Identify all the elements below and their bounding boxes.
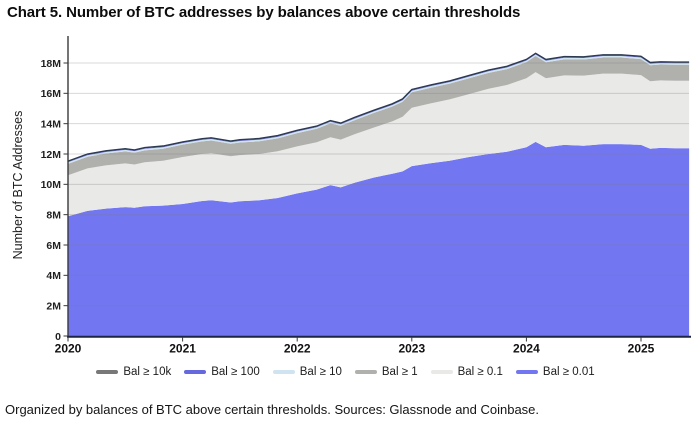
legend-swatch-bal-01 [430, 369, 453, 375]
x-tick-label: 2021 [169, 342, 196, 356]
legend-label-bal-10k: Bal ≥ 10k [123, 366, 172, 378]
y-tick-label: 8M [46, 209, 61, 221]
y-tick-label: 12M [41, 149, 62, 161]
legend-label-bal-001: Bal ≥ 0.01 [542, 366, 595, 378]
total-top-line [67, 52, 690, 162]
y-tick-label: 6M [46, 240, 61, 252]
y-tick-label: 2M [46, 300, 61, 312]
y-tick-label: 18M [41, 58, 62, 70]
y-tick-label: 0 [55, 331, 61, 343]
legend-item-bal-100: Bal ≥ 100 [184, 366, 260, 378]
y-tick-label: 4M [46, 270, 61, 282]
legend-swatch-bal-100 [184, 369, 207, 375]
y-tick-label: 10M [41, 179, 62, 191]
x-tick-label: 2023 [398, 342, 425, 356]
legend-label-bal-10: Bal ≥ 10 [299, 366, 342, 378]
legend-label-bal-01: Bal ≥ 0.1 [457, 366, 503, 378]
x-tick-label: 2020 [55, 342, 82, 356]
x-tick-label: 2025 [628, 342, 655, 356]
legend-item-bal-001: Bal ≥ 0.01 [515, 366, 595, 378]
x-tick-label: 2024 [513, 342, 540, 356]
legend-label-bal-1: Bal ≥ 1 [381, 366, 418, 378]
legend-item-bal-01: Bal ≥ 0.1 [430, 366, 503, 378]
legend-item-bal-10: Bal ≥ 10 [272, 366, 342, 378]
area-bal-001 [68, 141, 690, 336]
legend-swatch-bal-10 [272, 369, 295, 375]
y-tick-label: 16M [41, 88, 62, 100]
x-tick-label: 2022 [284, 342, 311, 356]
legend-swatch-bal-1 [354, 369, 377, 375]
legend-label-bal-100: Bal ≥ 100 [211, 366, 260, 378]
chart-legend: Bal ≥ 10k Bal ≥ 100 Bal ≥ 10 Bal ≥ 1 Bal ≥ 0… [0, 366, 691, 378]
chart-caption: Organized by balances of BTC above certa… [5, 402, 540, 417]
y-tick-label: 14M [41, 118, 62, 130]
area-bal-1 [68, 56, 690, 176]
legend-swatch-bal-001 [515, 369, 538, 375]
chart-title: Chart 5. Number of BTC addresses by bala… [7, 4, 521, 21]
area-bal-01 [68, 72, 690, 217]
legend-item-bal-1: Bal ≥ 1 [354, 366, 418, 378]
legend-swatch-bal-10k [96, 369, 119, 375]
legend-item-bal-10k: Bal ≥ 10k [96, 366, 171, 378]
